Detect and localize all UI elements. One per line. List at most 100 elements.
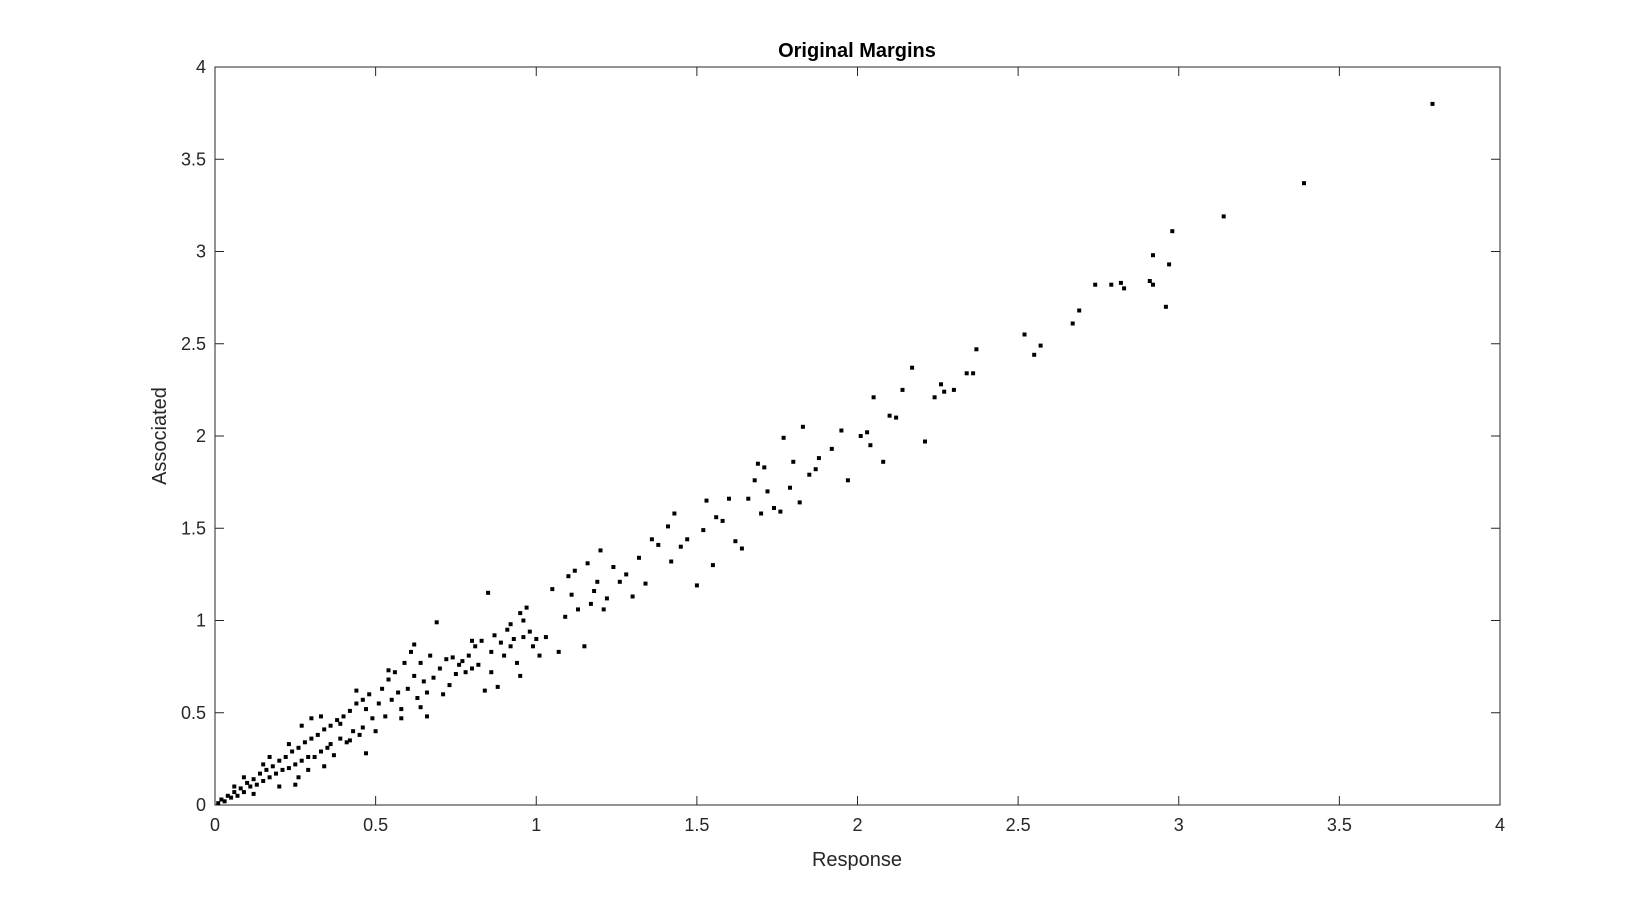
- data-point: [283, 755, 288, 759]
- data-point: [277, 758, 282, 763]
- data-point: [328, 742, 333, 747]
- data-point: [598, 548, 603, 553]
- data-point: [312, 755, 317, 759]
- data-point: [807, 472, 812, 477]
- data-point: [235, 793, 240, 798]
- x-tick-label: 0: [210, 815, 220, 835]
- data-point: [447, 683, 452, 688]
- data-point: [302, 740, 307, 745]
- data-point: [778, 509, 783, 514]
- data-point: [550, 587, 555, 592]
- data-point: [1038, 343, 1043, 348]
- data-point: [373, 729, 378, 734]
- data-point: [286, 742, 291, 747]
- data-point: [572, 568, 577, 573]
- data-point: [617, 579, 622, 584]
- data-point: [1032, 352, 1037, 357]
- data-point: [694, 583, 699, 588]
- data-point: [797, 500, 802, 505]
- data-point: [508, 622, 513, 627]
- data-point: [971, 371, 976, 376]
- data-point: [637, 555, 641, 560]
- data-point: [669, 559, 674, 564]
- data-point: [518, 611, 523, 616]
- data-point: [386, 668, 391, 673]
- data-point: [1070, 321, 1075, 326]
- data-point: [588, 601, 593, 606]
- data-point: [865, 430, 870, 435]
- data-point: [537, 653, 542, 658]
- data-point: [344, 740, 349, 745]
- y-tick-label: 1: [196, 611, 206, 631]
- data-point: [871, 395, 876, 400]
- x-axis-title: Response: [812, 849, 902, 871]
- data-point: [868, 443, 873, 448]
- x-tick-label: 1.5: [684, 815, 709, 835]
- data-point: [389, 697, 394, 702]
- data-point: [299, 723, 304, 728]
- y-tick-label: 3: [196, 242, 206, 262]
- data-point: [280, 767, 285, 772]
- data-point: [450, 655, 455, 660]
- data-point: [286, 766, 291, 771]
- data-point: [245, 780, 250, 785]
- data-point: [347, 708, 352, 713]
- data-point: [328, 723, 333, 728]
- data-point: [437, 666, 442, 671]
- data-point: [248, 784, 253, 789]
- data-point: [264, 767, 269, 772]
- data-point: [1077, 308, 1082, 313]
- data-point: [261, 762, 266, 767]
- data-point: [511, 637, 516, 641]
- data-point: [508, 644, 513, 649]
- data-point: [923, 439, 927, 444]
- x-tick-label: 3.5: [1327, 815, 1352, 835]
- data-point: [951, 387, 956, 392]
- data-point: [296, 745, 301, 750]
- y-tick-label: 3.5: [181, 149, 206, 169]
- data-point: [241, 790, 246, 795]
- data-point: [418, 660, 423, 665]
- data-point: [306, 767, 311, 772]
- data-point: [486, 590, 491, 595]
- data-point: [1122, 286, 1127, 291]
- data-point: [267, 775, 272, 780]
- data-point: [582, 644, 587, 649]
- data-point: [1147, 279, 1152, 283]
- data-point: [495, 684, 500, 689]
- data-point: [466, 653, 471, 658]
- data-point: [470, 638, 474, 643]
- data-point: [710, 563, 715, 568]
- y-axis-title: Associated: [149, 387, 171, 485]
- data-point: [887, 413, 892, 418]
- x-tick-label: 2: [852, 815, 862, 835]
- data-point: [521, 618, 526, 623]
- y-tick-label: 2: [196, 426, 206, 446]
- data-point: [444, 657, 449, 662]
- data-point: [238, 786, 243, 791]
- data-point: [482, 688, 487, 693]
- data-point: [800, 424, 805, 429]
- data-point: [630, 594, 635, 599]
- data-point: [527, 629, 532, 634]
- data-point: [1167, 262, 1172, 267]
- data-point: [974, 347, 979, 352]
- data-point: [502, 653, 507, 658]
- data-point: [720, 518, 725, 523]
- data-point: [759, 511, 764, 516]
- data-point: [601, 607, 606, 612]
- data-point: [277, 784, 282, 789]
- data-point: [755, 461, 760, 466]
- axis-ticks: [214, 66, 1501, 806]
- data-point: [714, 515, 719, 520]
- data-point: [881, 459, 886, 464]
- data-point: [367, 692, 372, 697]
- data-point: [251, 791, 256, 796]
- data-point: [370, 716, 375, 721]
- data-point: [351, 729, 356, 734]
- data-point: [543, 635, 548, 640]
- data-point: [746, 496, 751, 501]
- data-point: [380, 686, 385, 691]
- data-point: [341, 714, 346, 719]
